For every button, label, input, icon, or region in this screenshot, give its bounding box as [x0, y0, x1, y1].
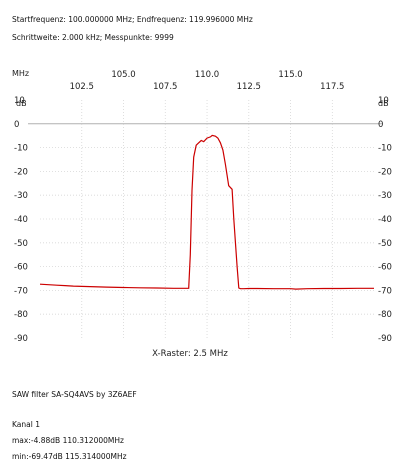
- y-tick-right: -20: [378, 167, 392, 177]
- y-tick-right: 10: [378, 96, 389, 106]
- y-tick-left: -50: [14, 239, 28, 249]
- sweep-step-text: Schrittweite: 2.000 kHz; Messpunkte: 999…: [12, 33, 174, 42]
- x-raster-label: X-Raster: 2.5 MHz: [152, 349, 228, 359]
- y-tick-right: 0: [378, 120, 383, 130]
- chart-grid: [28, 100, 382, 338]
- y-tick-left: 0: [14, 120, 19, 130]
- x-tick-bottom: 107.5: [153, 82, 177, 92]
- max-readout: max:-4.88dB 110.312000MHz: [12, 436, 124, 445]
- y-tick-left: -40: [14, 215, 28, 225]
- y-tick-left: -30: [14, 191, 28, 201]
- y-tick-left: -10: [14, 144, 28, 154]
- y-unit-left: dB: [16, 99, 27, 108]
- x-tick-bottom: 112.5: [237, 82, 261, 92]
- plot-title: SAW filter SA-SQ4AVS by 3Z6AEF: [12, 390, 137, 399]
- y-tick-left: -70: [14, 286, 28, 296]
- y-tick-right: -50: [378, 239, 392, 249]
- y-tick-left: -20: [14, 167, 28, 177]
- y-tick-right: -40: [378, 215, 392, 225]
- x-tick-top: 115.0: [278, 70, 302, 80]
- y-tick-left: -60: [14, 263, 28, 273]
- x-tick-top: 110.0: [195, 70, 219, 80]
- min-readout: min:-69.47dB 115.314000MHz: [12, 452, 127, 461]
- y-tick-right: -10: [378, 144, 392, 154]
- y-tick-right: -30: [378, 191, 392, 201]
- channel-label: Kanal 1: [12, 420, 40, 429]
- y-tick-right: -60: [378, 263, 392, 273]
- x-tick-top: 105.0: [111, 70, 135, 80]
- y-tick-left: -80: [14, 310, 28, 320]
- y-tick-right: -90: [378, 334, 392, 344]
- series-trace: [39, 134, 374, 290]
- y-tick-left: 10: [14, 96, 25, 106]
- y-tick-right: -70: [378, 286, 392, 296]
- y-tick-right: -80: [378, 310, 392, 320]
- x-tick-bottom: 102.5: [70, 82, 94, 92]
- axis-ticks: 10 10 0 0 -10 -10 -20 -20 -30 -30 -40 -40 -50 -50 -60 -…: [14, 70, 392, 344]
- y-tick-left: -90: [14, 334, 28, 344]
- sweep-range-text: Startfrequenz: 100.000000 MHz; Endfreque…: [12, 15, 253, 24]
- y-unit-right: dB: [378, 99, 389, 108]
- x-unit-label: MHz: [12, 69, 29, 78]
- x-tick-bottom: 117.5: [320, 82, 344, 92]
